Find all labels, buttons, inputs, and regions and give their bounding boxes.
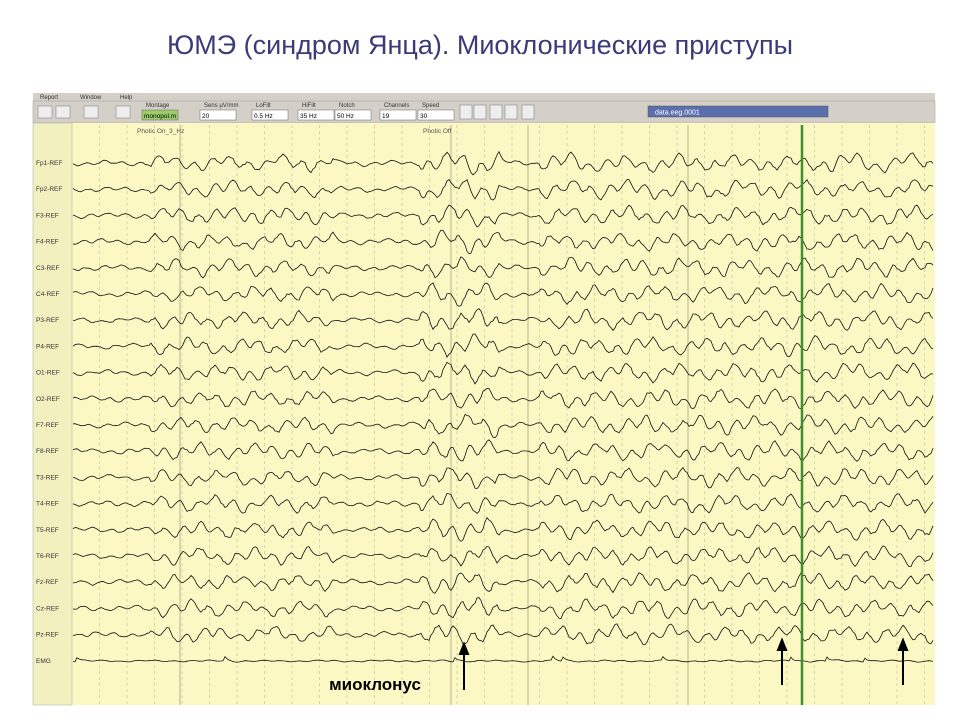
eeg-trace <box>72 597 934 620</box>
eeg-trace <box>72 308 934 332</box>
file-box <box>647 105 829 118</box>
channel-label: C3-REF <box>36 265 60 272</box>
eeg-trace <box>72 413 934 439</box>
file-name: data.eeg.0001 <box>655 110 700 117</box>
tool-button <box>83 105 99 119</box>
channel-label: Pz-REF <box>36 632 59 639</box>
field-label: Notch <box>339 103 355 109</box>
slide-title: ЮМЭ (синдром Янца). Миоклонические прист… <box>166 30 794 60</box>
eeg-area <box>72 123 935 705</box>
tool-button <box>521 104 535 120</box>
eeg-trace <box>72 493 934 514</box>
tool-button <box>115 105 131 119</box>
eeg-trace <box>72 467 934 490</box>
tool-button <box>473 104 487 120</box>
channel-label: T3-REF <box>36 474 59 481</box>
field-box <box>251 109 289 121</box>
menu-item: Window <box>80 95 102 101</box>
annotation: миоклонус <box>329 675 421 694</box>
field-label: LoFilt <box>256 103 271 109</box>
eeg-trace <box>72 439 934 462</box>
channel-label: T5-REF <box>36 527 59 534</box>
field-value: 50 Hz <box>337 113 354 120</box>
eeg-trace <box>72 178 934 201</box>
eeg-trace <box>72 623 934 646</box>
channel-label: P4-REF <box>36 343 59 350</box>
field-value: 35 Hz <box>300 113 317 120</box>
eeg-trace <box>72 256 934 279</box>
field-box <box>297 109 335 121</box>
tool-button <box>489 104 503 120</box>
menu-item: Report <box>40 95 58 101</box>
eeg-trace <box>72 361 934 385</box>
tool-button <box>55 105 71 119</box>
field-value: 30 <box>420 113 428 120</box>
field-value: 19 <box>382 113 390 120</box>
eeg-trace <box>72 387 934 410</box>
channel-label: Cz-REF <box>36 605 59 612</box>
field-value: 0.5 Hz <box>254 113 273 120</box>
field-box <box>417 109 455 121</box>
eeg-trace <box>72 545 934 568</box>
channel-label: Fp1-REF <box>36 160 62 167</box>
event-marker: Photic Off <box>423 128 452 135</box>
field-label: Sens μV/mm <box>204 103 238 109</box>
channel-label-column <box>32 122 73 706</box>
channel-label: Fp2-REF <box>36 186 62 193</box>
channel-label: F3-REF <box>36 212 59 219</box>
channel-label: Fz-REF <box>36 579 58 586</box>
menu-bar <box>33 93 935 101</box>
channel-label: EMG <box>36 658 51 665</box>
channel-label: T4-REF <box>36 501 59 508</box>
eeg-trace <box>72 229 934 255</box>
field-label: HiFilt <box>302 103 316 109</box>
field-value: monopol.m <box>144 113 176 120</box>
eeg-trace <box>72 204 934 228</box>
event-marker: Photic On_3_Hz <box>137 128 184 135</box>
channel-label: T6-REF <box>36 553 59 560</box>
channel-label: F8-REF <box>36 448 59 455</box>
field-box <box>379 109 417 121</box>
eeg-trace <box>72 655 934 663</box>
tool-button <box>459 104 473 120</box>
channel-label: C4-REF <box>36 291 60 298</box>
eeg-trace <box>72 516 934 542</box>
channel-label: O2-REF <box>36 396 60 403</box>
channel-label: P3-REF <box>36 317 59 324</box>
menu-item: Help <box>120 95 133 101</box>
channel-label: F7-REF <box>36 422 59 429</box>
tool-button <box>504 104 518 120</box>
channel-label: O1-REF <box>36 370 60 377</box>
field-label: Montage <box>146 103 170 109</box>
eeg-trace <box>72 572 934 594</box>
field-box <box>141 109 179 121</box>
field-box <box>199 109 237 121</box>
eeg-trace <box>72 282 934 307</box>
eeg-trace <box>72 333 934 358</box>
field-label: Speed <box>422 103 439 109</box>
field-value: 20 <box>202 113 210 120</box>
arrows <box>458 637 909 690</box>
field-box <box>334 109 372 121</box>
field-label: Channels <box>384 103 409 109</box>
tool-button <box>37 105 53 119</box>
channel-label: F4-REF <box>36 239 59 246</box>
eeg-trace <box>72 150 934 176</box>
